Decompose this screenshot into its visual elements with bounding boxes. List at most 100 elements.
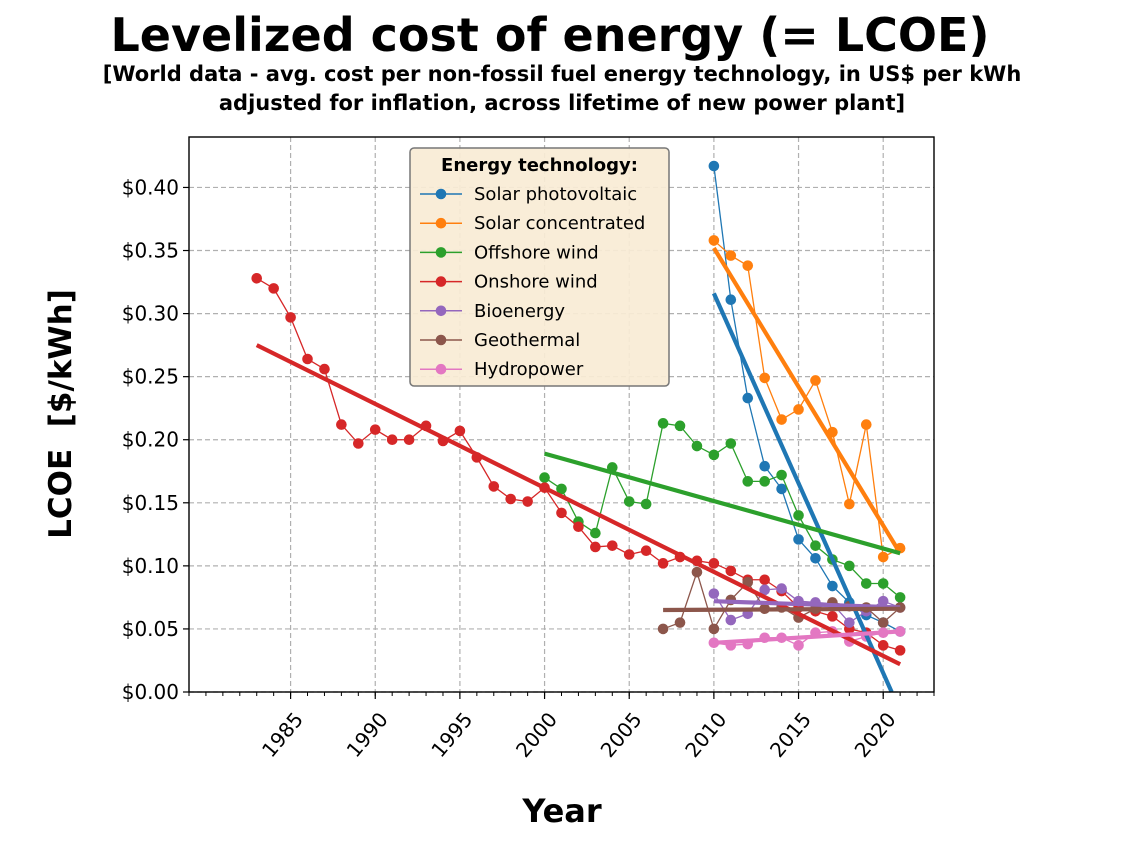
data-point xyxy=(386,434,398,446)
y-tick-label: $0.15 xyxy=(122,491,179,515)
data-point xyxy=(691,440,703,452)
legend-marker xyxy=(435,247,447,258)
x-tick-label: 2000 xyxy=(511,708,562,762)
data-point xyxy=(708,449,720,461)
data-point xyxy=(877,617,889,628)
x-tick-label: 2005 xyxy=(596,708,647,762)
data-point xyxy=(725,438,737,449)
data-point xyxy=(353,438,364,449)
chart-subtitle-line-2: adjusted for inflation, across lifetime … xyxy=(218,91,906,115)
x-tick-label: 1985 xyxy=(257,708,308,762)
data-point xyxy=(403,434,415,446)
data-point xyxy=(742,576,754,588)
data-point xyxy=(860,578,872,589)
data-point xyxy=(640,545,652,557)
x-tick-label: 2015 xyxy=(765,708,816,762)
data-point xyxy=(505,493,517,505)
data-point xyxy=(860,419,872,430)
data-point xyxy=(268,283,279,294)
data-point xyxy=(488,481,500,492)
data-point xyxy=(573,521,584,533)
data-point xyxy=(539,472,550,483)
y-axis-label: LCOE [$/kWh] xyxy=(43,289,79,539)
y-tick-label: $0.10 xyxy=(122,554,179,578)
y-tick-label: $0.25 xyxy=(122,365,179,389)
data-point xyxy=(877,640,889,651)
data-point xyxy=(877,578,889,589)
data-point xyxy=(793,404,804,415)
legend-item: Geothermal xyxy=(420,330,580,351)
y-tick-label: $0.40 xyxy=(122,175,179,199)
data-point xyxy=(844,498,855,510)
data-point xyxy=(725,250,737,261)
legend-marker xyxy=(435,363,447,375)
series-geothermal xyxy=(657,566,906,635)
legend-marker xyxy=(435,188,447,200)
data-point xyxy=(708,558,720,569)
x-tick-label: 1990 xyxy=(342,708,393,762)
data-point xyxy=(810,375,821,386)
data-point xyxy=(759,574,770,586)
data-point xyxy=(725,565,737,577)
legend-item: Offshore wind xyxy=(420,242,599,263)
data-point xyxy=(674,617,686,628)
x-tick-label: 2010 xyxy=(680,708,731,762)
legend-marker xyxy=(435,305,447,317)
data-point xyxy=(725,294,737,306)
chart-subtitle-line-1: [World data - avg. cost per non-fossil f… xyxy=(102,62,1022,86)
legend-label: Onshore wind xyxy=(474,272,598,293)
data-point xyxy=(302,353,313,365)
legend-item: Solar concentrated xyxy=(420,213,645,234)
legend-label: Hydropower xyxy=(474,359,584,380)
data-point xyxy=(877,551,889,563)
data-point xyxy=(759,584,770,596)
data-point xyxy=(742,476,754,487)
y-tick-label: $0.00 xyxy=(122,680,179,704)
data-point xyxy=(742,392,754,404)
legend: Energy technology: Solar photovoltaic Sola… xyxy=(409,147,670,387)
y-tick-label: $0.30 xyxy=(122,302,179,326)
data-point xyxy=(623,549,635,560)
data-point xyxy=(251,272,263,284)
data-point xyxy=(623,496,635,507)
data-point xyxy=(674,420,686,432)
trend-line xyxy=(713,629,901,645)
legend-label: Solar photovoltaic xyxy=(474,184,637,205)
data-point xyxy=(708,623,720,635)
data-point xyxy=(590,527,601,539)
legend-item: Hydropower xyxy=(420,359,584,380)
data-point xyxy=(759,372,770,384)
data-point xyxy=(657,418,669,429)
data-point xyxy=(844,560,855,572)
data-point xyxy=(844,617,855,628)
trend-line xyxy=(712,246,902,555)
legend-title: Energy technology: xyxy=(441,155,638,176)
legend-marker xyxy=(435,334,447,346)
data-point xyxy=(556,507,567,519)
trend-line xyxy=(711,292,894,693)
data-point xyxy=(590,541,601,553)
legend-marker xyxy=(435,276,447,287)
legend-label: Offshore wind xyxy=(474,242,599,263)
data-point xyxy=(776,583,787,594)
x-axis-label: Year xyxy=(521,792,602,830)
data-point xyxy=(708,588,720,599)
x-tick-label: 1995 xyxy=(426,708,477,762)
legend-box xyxy=(409,147,670,387)
data-point xyxy=(776,483,787,495)
data-point xyxy=(336,419,347,430)
y-tick-label: $0.20 xyxy=(122,428,179,452)
data-point xyxy=(640,498,652,510)
data-point xyxy=(776,414,787,425)
data-point xyxy=(759,476,770,487)
series-line xyxy=(544,422,901,598)
data-point xyxy=(369,424,381,435)
data-point xyxy=(877,595,889,607)
data-point xyxy=(810,540,821,551)
legend-item: Bioenergy xyxy=(420,301,565,322)
legend-item: Solar photovoltaic xyxy=(420,184,637,205)
data-point xyxy=(793,534,804,545)
data-point xyxy=(827,611,838,622)
data-point xyxy=(725,614,737,626)
trend-line xyxy=(544,451,901,556)
